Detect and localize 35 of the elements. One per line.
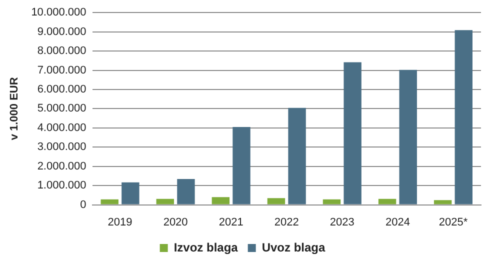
bar [267,198,286,204]
bar [454,30,472,204]
y-tick-label: 4.000.000 [37,122,86,134]
y-tick-label: 10.000.000 [31,6,86,19]
y-tick-label: 6.000.000 [37,84,86,96]
legend-label: Izvoz blaga [174,240,238,254]
bar [212,197,230,204]
bar [378,198,396,204]
y-tick-label: 5.000.000 [37,102,86,115]
bar [232,126,250,204]
bar [344,62,362,204]
legend-label: Uvoz blaga [262,240,326,254]
y-tick-label: 2.000.000 [37,160,86,172]
y-axis-title: v 1.000 EUR [8,77,21,140]
bar [122,182,140,204]
y-tick-label: 0 [80,198,86,211]
x-tick-label: 2024 [385,216,410,228]
y-tick-label: 7.000.000 [37,64,86,76]
bar [100,199,118,204]
y-tick-label: 9.000.000 [37,26,86,38]
x-tick-label: 2023 [330,216,354,228]
x-tick-label: 2021 [218,216,244,228]
x-tick-label: 2022 [274,216,299,228]
bar [399,70,417,204]
bar [177,179,195,204]
y-tick-label: 3.000.000 [37,141,86,154]
y-tick-label: 1.000.000 [37,180,86,192]
bar [322,199,341,204]
bar [434,200,452,204]
bar [156,198,174,204]
x-tick-label: 2019 [108,216,132,228]
x-tick-label: 2025* [438,216,468,228]
y-tick-label: 8.000.000 [37,45,86,58]
x-tick-label: 2020 [163,216,188,228]
bar [288,108,306,204]
